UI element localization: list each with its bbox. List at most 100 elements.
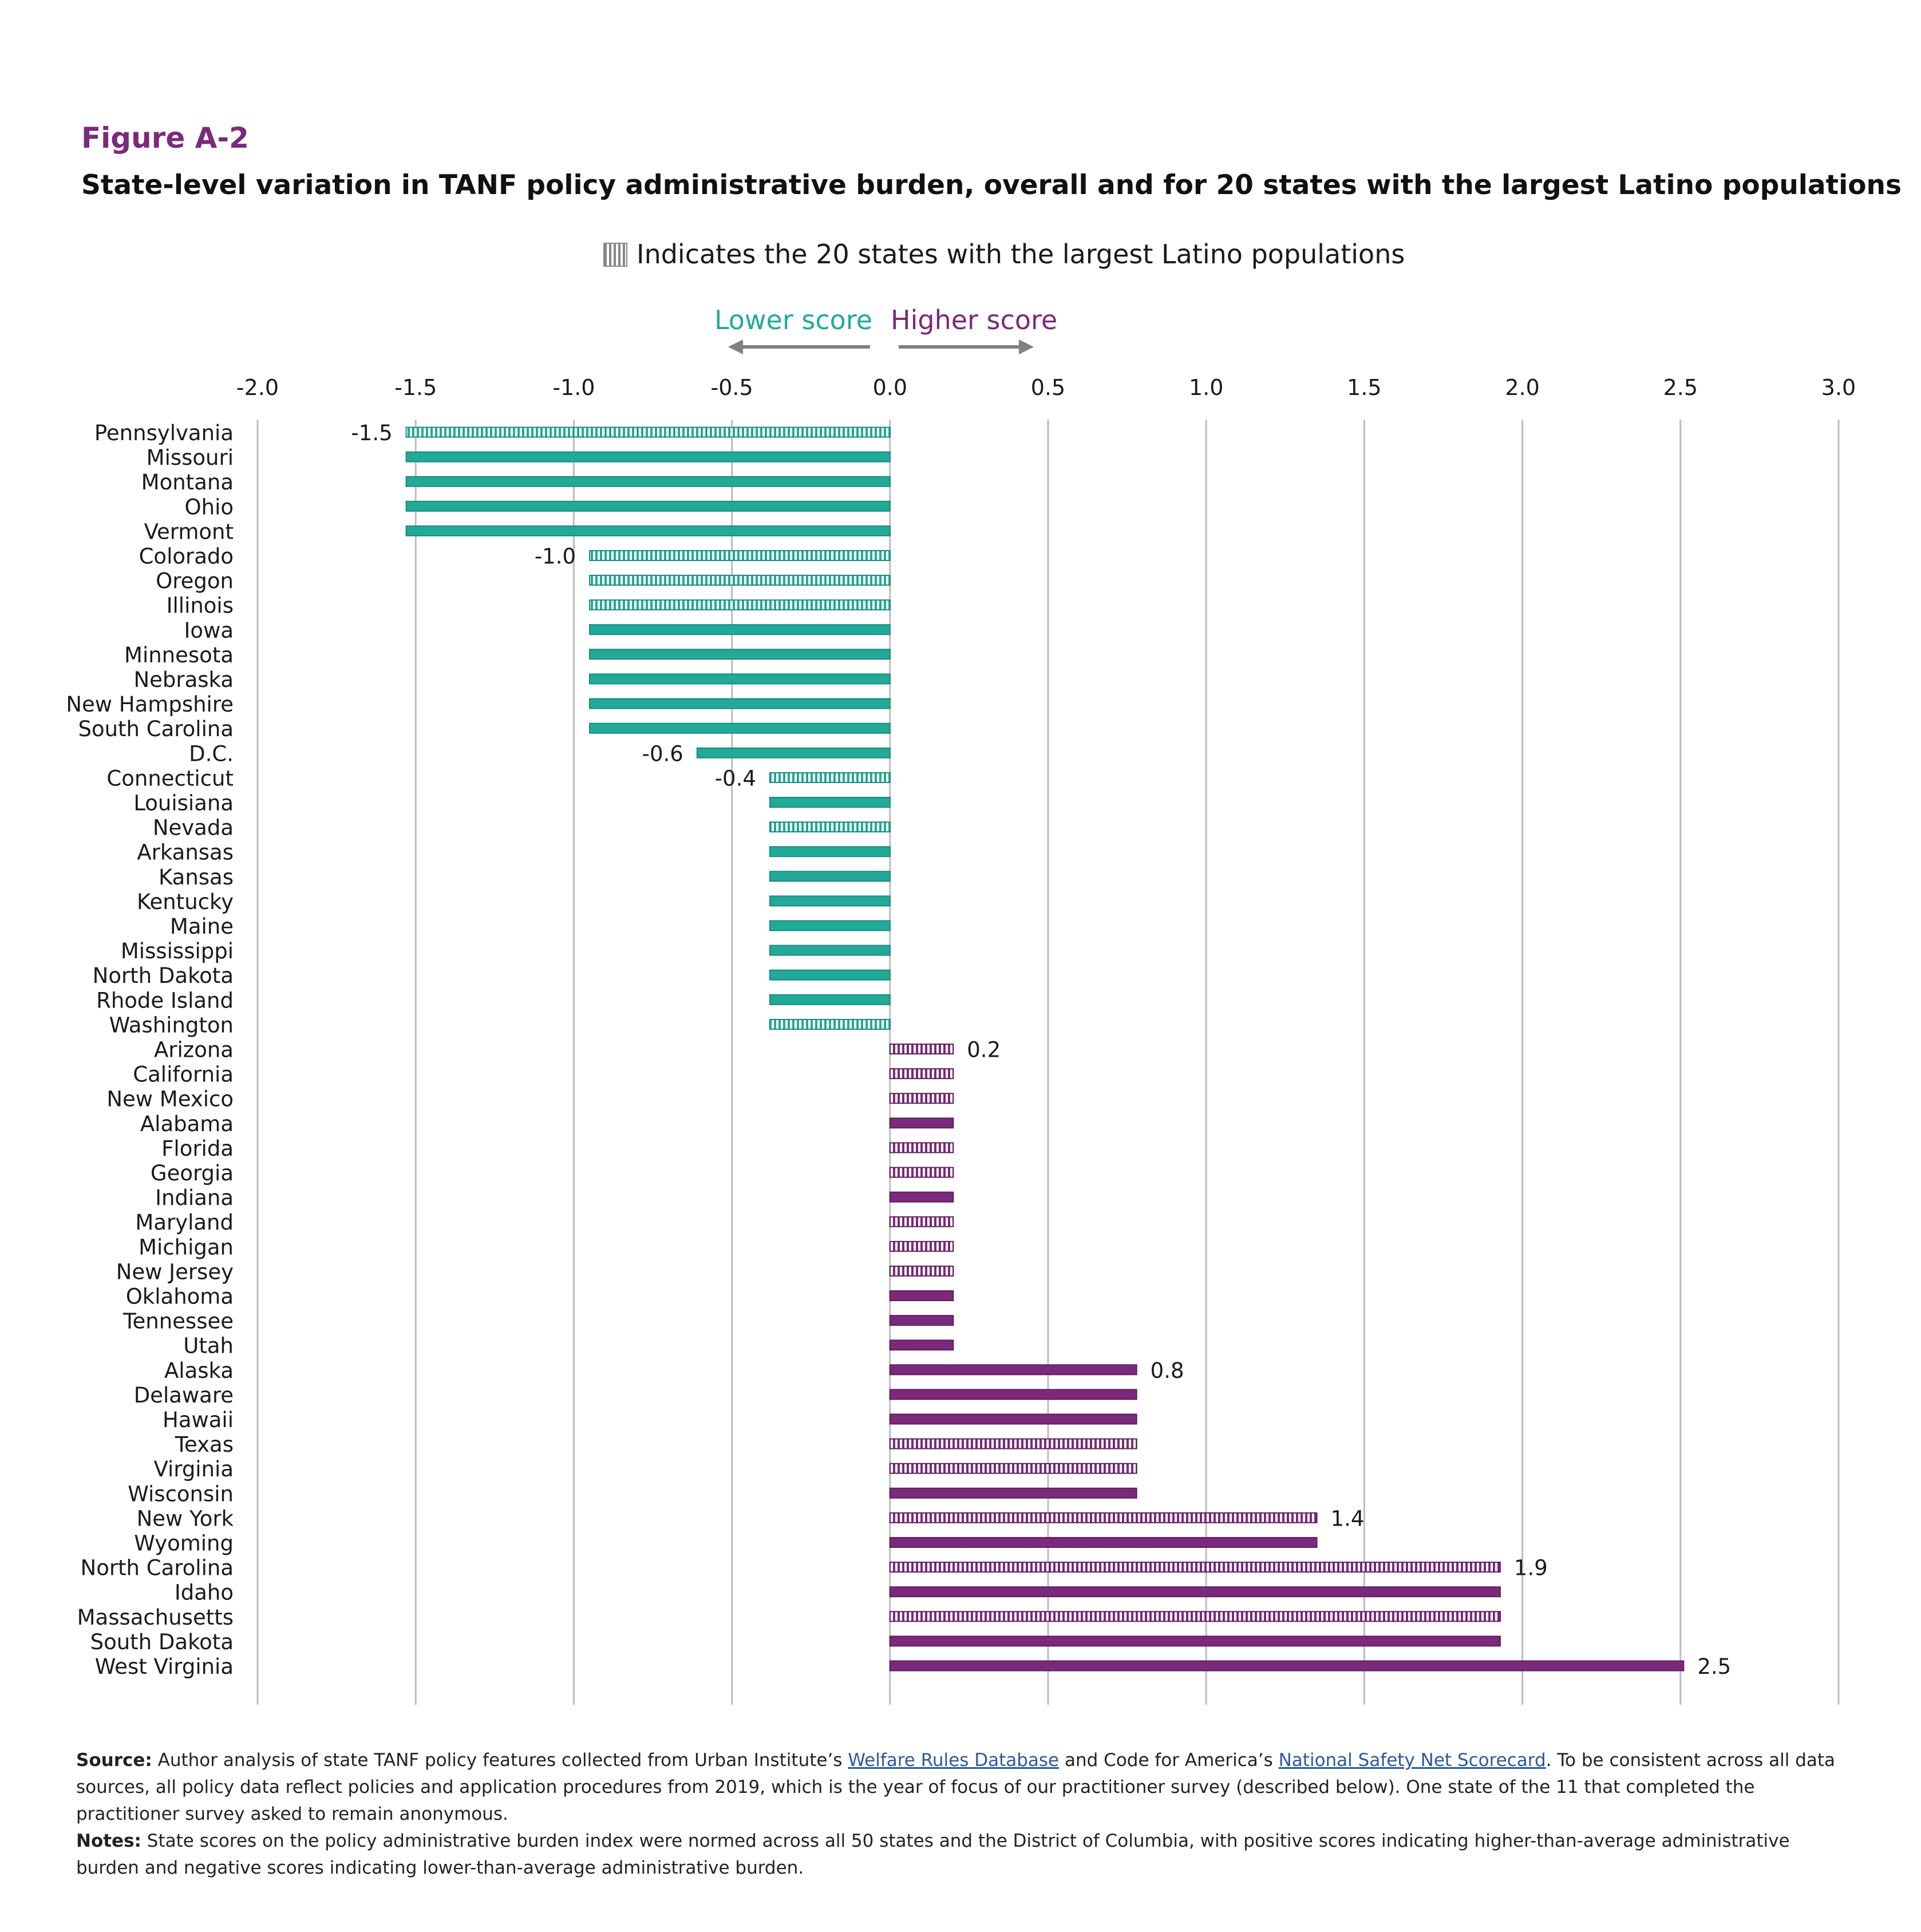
state-label: Illinois <box>167 594 234 618</box>
x-tick-label: -2.0 <box>236 375 279 400</box>
state-label: Idaho <box>175 1581 234 1605</box>
source-text-3: . To be consistent across all data sourc… <box>76 1750 1836 1824</box>
bar <box>889 1167 954 1178</box>
figure-title: State-level variation in TANF policy adm… <box>81 169 1902 201</box>
state-label: D.C. <box>189 741 234 766</box>
state-label: Alabama <box>140 1112 234 1136</box>
state-label: New Hampshire <box>66 692 234 717</box>
bar <box>769 772 891 783</box>
data-label: -1.0 <box>535 544 576 569</box>
state-label: Kansas <box>159 865 234 890</box>
state-label: South Dakota <box>90 1630 234 1654</box>
data-label: 2.5 <box>1697 1654 1731 1679</box>
source-heading: Source: <box>76 1750 152 1771</box>
safety-net-scorecard-link[interactable]: National Safety Net Scorecard <box>1278 1750 1546 1771</box>
bar <box>889 1611 1501 1622</box>
bar <box>889 1216 954 1227</box>
gridlines <box>256 420 1840 1705</box>
bar <box>889 1660 1685 1672</box>
bar <box>889 1068 954 1080</box>
state-label: Delaware <box>134 1383 234 1408</box>
state-label: Massachusetts <box>77 1605 234 1630</box>
bar <box>589 722 891 734</box>
state-label: Utah <box>183 1334 234 1358</box>
bar <box>769 871 891 882</box>
state-label: New Mexico <box>106 1087 234 1112</box>
state-label: Nebraska <box>133 667 234 692</box>
bar <box>769 895 891 907</box>
bar <box>405 451 891 463</box>
bar <box>889 1512 1318 1523</box>
bar <box>769 994 891 1005</box>
state-label: California <box>133 1062 234 1087</box>
bar <box>589 624 891 635</box>
state-label: Florida <box>161 1136 234 1161</box>
direction-indicator: Lower score Higher score <box>714 305 1057 354</box>
bar <box>769 1018 891 1030</box>
bar <box>889 1044 954 1054</box>
state-label: North Dakota <box>93 963 234 988</box>
x-tick-label: 2.5 <box>1663 375 1698 400</box>
state-label: Maryland <box>135 1210 234 1235</box>
state-label: New York <box>137 1506 234 1531</box>
lower-arrow-head-icon <box>728 339 743 354</box>
state-label: Alaska <box>164 1358 234 1383</box>
state-label: Maine <box>170 914 234 939</box>
source-text-2: and Code for America’s <box>1059 1750 1279 1771</box>
source-paragraph: Source: Author analysis of state TANF po… <box>76 1747 1845 1828</box>
bar <box>769 920 891 931</box>
x-tick-label: -0.5 <box>711 375 753 400</box>
bar <box>405 500 891 512</box>
notes-paragraph: Notes: State scores on the policy admini… <box>76 1828 1845 1882</box>
state-label: Iowa <box>184 618 234 643</box>
bar <box>889 1438 1137 1449</box>
figure-label: Figure A-2 <box>81 121 249 155</box>
data-label: 1.9 <box>1514 1556 1548 1581</box>
state-label: Wisconsin <box>128 1481 234 1506</box>
bar <box>889 1191 954 1203</box>
bar <box>889 1537 1318 1548</box>
welfare-rules-link[interactable]: Welfare Rules Database <box>848 1750 1060 1771</box>
state-label: Vermont <box>144 519 234 544</box>
x-tick-label: -1.0 <box>552 375 595 400</box>
legend-swatch <box>603 243 627 267</box>
state-label: Michigan <box>139 1235 234 1259</box>
bar <box>889 1265 954 1277</box>
bar <box>889 1340 954 1351</box>
state-label: Oregon <box>156 569 234 594</box>
legend-label: Indicates the 20 states with the largest… <box>637 239 1405 270</box>
bar <box>889 1117 954 1129</box>
notes-text: State scores on the policy administrativ… <box>76 1831 1790 1878</box>
state-label: New Jersey <box>116 1259 234 1284</box>
state-label: Colorado <box>139 544 234 569</box>
bar <box>889 1389 1137 1400</box>
x-tick-label: 1.0 <box>1189 375 1223 400</box>
bars <box>405 426 1685 1672</box>
state-label: West Virginia <box>95 1654 234 1679</box>
bar <box>696 747 891 758</box>
bar <box>589 550 891 561</box>
data-label: -0.6 <box>642 741 683 766</box>
state-label: Nevada <box>153 816 234 840</box>
state-label: Arkansas <box>137 840 234 865</box>
state-label: North Carolina <box>81 1556 234 1581</box>
state-label: Mississippi <box>121 939 234 963</box>
bar <box>889 1413 1137 1425</box>
state-label: Hawaii <box>163 1408 234 1432</box>
bar <box>889 1315 954 1326</box>
bar <box>769 945 891 956</box>
state-label: Pennsylvania <box>94 421 234 445</box>
x-tick-label: 0.0 <box>873 375 907 400</box>
x-axis-ticks: -2.0 -1.5 -1.0 -0.5 0.0 0.5 1.0 1.5 2.0 2.5 3.0 <box>236 375 1856 400</box>
state-label: Arizona <box>154 1038 234 1062</box>
bar <box>589 649 891 660</box>
state-label: Kentucky <box>137 890 234 914</box>
data-label: 0.2 <box>967 1038 1001 1062</box>
higher-arrow-head-icon <box>1019 339 1034 354</box>
bar <box>889 1093 954 1104</box>
data-label: -1.5 <box>351 421 392 445</box>
state-label: Ohio <box>185 495 234 519</box>
state-label: Tennessee <box>122 1309 234 1334</box>
data-label: -0.4 <box>715 766 756 791</box>
state-label: Wyoming <box>134 1531 234 1556</box>
